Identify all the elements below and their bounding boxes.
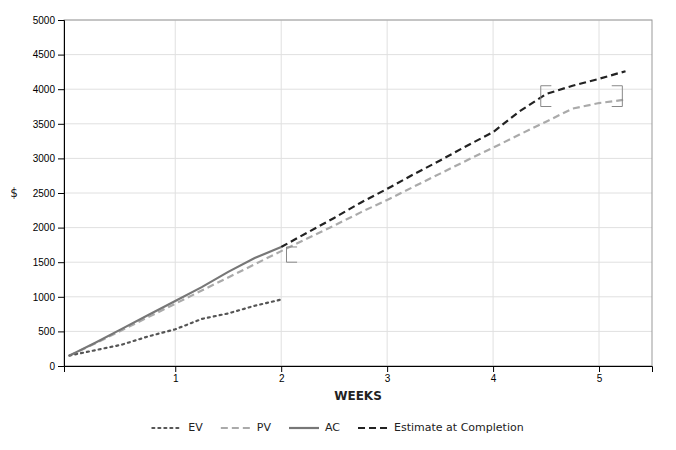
y-tick: 3500 (33, 119, 64, 130)
bracket-line (622, 86, 623, 107)
y-tick-label: 1000 (33, 292, 56, 303)
y-tick-label: 500 (38, 326, 55, 337)
x-tick: 5 (597, 366, 603, 384)
y-tick: 1500 (33, 257, 64, 268)
bracket (541, 86, 623, 107)
series-line (69, 100, 625, 356)
series-line (69, 300, 281, 356)
grid-line-y (64, 193, 652, 194)
grid-line-y (64, 227, 652, 228)
y-tick-mark (58, 297, 64, 298)
x-tick-label: 3 (385, 373, 391, 384)
y-tick-mark (58, 228, 64, 229)
x-tick-label: 2 (279, 373, 285, 384)
legend-label: AC (325, 421, 340, 434)
grid-line-y (64, 262, 652, 263)
x-tick-label: 5 (597, 373, 603, 384)
y-tick-label: 2000 (33, 222, 56, 233)
y-tick-mark (58, 89, 64, 90)
x-tick-mark (387, 366, 388, 372)
x-tick-mark (599, 366, 600, 372)
grid-line-y (64, 54, 652, 55)
plot: 1 2 3 4 5 0 500 1000 1500 2000 2500 3000 3500 4000 450… (10, 15, 652, 403)
x-axis: 1 2 3 4 5 (65, 366, 653, 384)
y-tick: 2000 (33, 222, 64, 233)
y-tick-mark (58, 158, 64, 159)
y-tick-label: 4000 (33, 84, 56, 95)
x-tick: 3 (385, 366, 391, 384)
y-axis: 0 500 1000 1500 2000 2500 3000 3500 4000 4500 5000 (33, 15, 65, 372)
x-tick: 4 (491, 366, 497, 384)
y-tick: 1000 (33, 292, 64, 303)
grid (64, 20, 652, 366)
y-tick-mark (58, 55, 64, 56)
legend: EV PV AC Estimate at Completion (152, 421, 523, 434)
plot-frame (64, 20, 652, 366)
legend-label: Estimate at Completion (394, 421, 524, 434)
y-tick-label: 1500 (33, 257, 56, 268)
legend-swatch (221, 427, 251, 429)
series-line (281, 71, 625, 247)
x-tick: 2 (279, 366, 285, 384)
bracket-line (541, 85, 552, 86)
legend-swatch (289, 427, 319, 429)
legend-swatch (358, 427, 388, 429)
legend-label: EV (188, 421, 203, 434)
x-axis-title: WEEKS (334, 389, 382, 403)
grid-line-y (64, 296, 652, 297)
x-tick: 1 (173, 366, 179, 384)
y-tick-label: 0 (49, 361, 55, 372)
series-line (69, 247, 281, 356)
legend-item: Estimate at Completion (358, 421, 524, 434)
y-tick-label: 3000 (33, 153, 56, 164)
y-axis-line (58, 21, 65, 367)
chart: 1 2 3 4 5 0 500 1000 1500 2000 2500 3000 3500 4000 450… (0, 0, 676, 450)
bracket-line (286, 247, 287, 262)
marks (69, 71, 625, 355)
legend-item: PV (221, 421, 272, 434)
bracket-line (612, 85, 623, 86)
y-tick-label: 4500 (33, 49, 56, 60)
x-tick-label: 1 (173, 373, 179, 384)
y-tick: 5000 (33, 15, 64, 26)
legend-swatch (152, 427, 182, 429)
bracket-line (540, 86, 541, 107)
x-tick-label: 4 (491, 373, 497, 384)
y-tick: 500 (38, 326, 64, 337)
bracket-line (286, 262, 297, 263)
bracket (286, 247, 297, 262)
y-tick-label: 3500 (33, 119, 56, 130)
bracket-line (612, 106, 623, 107)
x-tick-mark (493, 366, 494, 372)
y-tick-mark (58, 262, 64, 263)
grid-line-y (64, 158, 652, 159)
y-tick-label: 5000 (33, 15, 56, 26)
y-tick-mark (58, 193, 64, 194)
y-tick-label: 2500 (33, 188, 56, 199)
bracket-line (286, 246, 297, 247)
grid-line-y (64, 123, 652, 124)
legend-item: EV (152, 421, 203, 434)
y-tick-mark (58, 124, 64, 125)
grid-line-y (64, 331, 652, 332)
legend-item: AC (289, 421, 340, 434)
y-tick-mark (58, 20, 64, 21)
legend-label: PV (257, 421, 272, 434)
x-tick-mark (175, 366, 176, 372)
y-tick-mark (58, 331, 64, 332)
y-tick: 4500 (33, 49, 64, 60)
y-tick: 0 (49, 361, 64, 372)
x-tick-mark (281, 366, 282, 372)
y-tick: 2500 (33, 188, 64, 199)
y-tick: 3000 (33, 153, 64, 164)
bracket-line (541, 106, 552, 107)
x-axis-line (65, 367, 653, 373)
y-tick-mark (58, 366, 64, 367)
y-axis-title: $ (10, 186, 18, 200)
y-tick: 4000 (33, 84, 64, 95)
